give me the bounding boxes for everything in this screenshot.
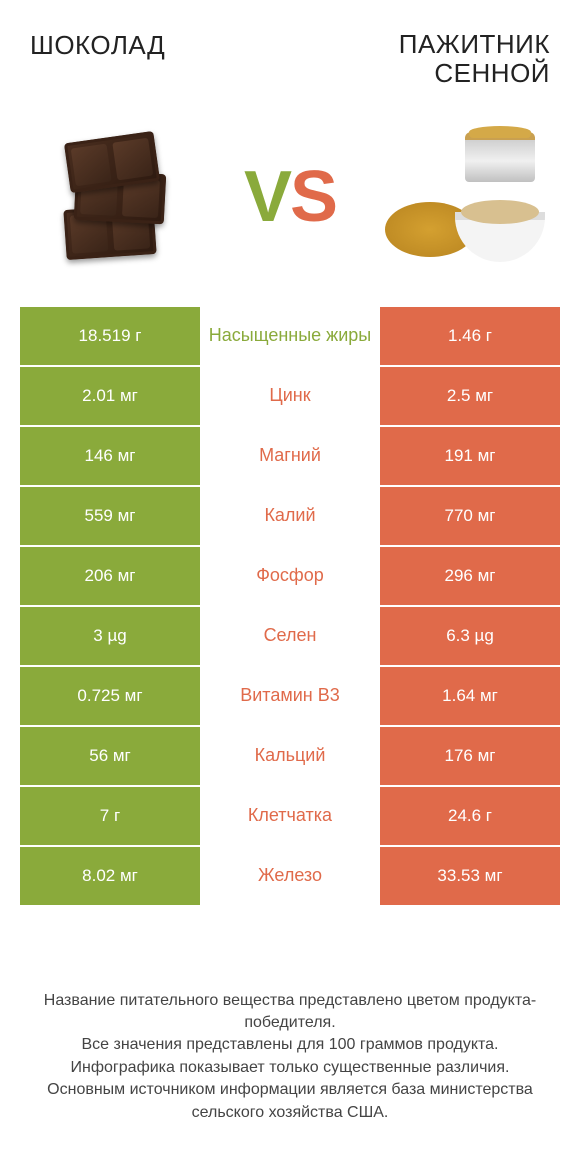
nutrient-label: Фосфор xyxy=(200,547,380,605)
value-left: 3 µg xyxy=(20,607,200,665)
footer-line-4: Основным источником информации является … xyxy=(20,1079,560,1124)
nutrient-label: Магний xyxy=(200,427,380,485)
vs-v: V xyxy=(244,156,290,238)
table-row: 2.01 мгЦинк2.5 мг xyxy=(20,367,560,425)
value-right: 191 мг xyxy=(380,427,560,485)
footer-line-2: Все значения представлены для 100 граммо… xyxy=(20,1034,560,1056)
table-row: 8.02 мгЖелезо33.53 мг xyxy=(20,847,560,905)
value-left: 56 мг xyxy=(20,727,200,785)
nutrient-label: Калий xyxy=(200,487,380,545)
images-row: VS xyxy=(20,107,560,287)
value-left: 146 мг xyxy=(20,427,200,485)
value-right: 2.5 мг xyxy=(380,367,560,425)
nutrient-label: Селен xyxy=(200,607,380,665)
nutrient-table: 18.519 гНасыщенные жиры1.46 г2.01 мгЦинк… xyxy=(20,307,560,905)
footer-notes: Название питательного вещества представл… xyxy=(20,990,560,1124)
chocolate-icon xyxy=(45,137,185,257)
nutrient-label: Железо xyxy=(200,847,380,905)
value-left: 8.02 мг xyxy=(20,847,200,905)
value-left: 2.01 мг xyxy=(20,367,200,425)
title-right-line2: сенной xyxy=(399,59,550,88)
vs-s: S xyxy=(290,156,336,238)
value-right: 770 мг xyxy=(380,487,560,545)
value-right: 6.3 µg xyxy=(380,607,560,665)
value-right: 24.6 г xyxy=(380,787,560,845)
nutrient-label: Кальций xyxy=(200,727,380,785)
table-row: 18.519 гНасыщенные жиры1.46 г xyxy=(20,307,560,365)
value-right: 296 мг xyxy=(380,547,560,605)
product-image-left xyxy=(30,112,200,282)
nutrient-label: Цинк xyxy=(200,367,380,425)
value-right: 33.53 мг xyxy=(380,847,560,905)
product-title-right: Пажитник сенной xyxy=(399,30,550,87)
table-row: 0.725 мгВитамин B31.64 мг xyxy=(20,667,560,725)
nutrient-label: Витамин B3 xyxy=(200,667,380,725)
value-right: 1.64 мг xyxy=(380,667,560,725)
table-row: 7 гКлетчатка24.6 г xyxy=(20,787,560,845)
nutrient-label: Клетчатка xyxy=(200,787,380,845)
nutrient-label: Насыщенные жиры xyxy=(200,307,380,365)
product-image-right xyxy=(380,112,550,282)
product-title-left: Шоколад xyxy=(30,30,165,61)
value-left: 206 мг xyxy=(20,547,200,605)
value-left: 559 мг xyxy=(20,487,200,545)
table-row: 206 мгФосфор296 мг xyxy=(20,547,560,605)
footer-line-1: Название питательного вещества представл… xyxy=(20,990,560,1035)
vs-label: VS xyxy=(244,156,336,238)
table-row: 3 µgСелен6.3 µg xyxy=(20,607,560,665)
table-row: 146 мгМагний191 мг xyxy=(20,427,560,485)
title-right-line1: Пажитник xyxy=(399,30,550,59)
value-left: 18.519 г xyxy=(20,307,200,365)
value-left: 7 г xyxy=(20,787,200,845)
value-right: 1.46 г xyxy=(380,307,560,365)
value-left: 0.725 мг xyxy=(20,667,200,725)
fenugreek-icon xyxy=(385,132,545,262)
value-right: 176 мг xyxy=(380,727,560,785)
table-row: 56 мгКальций176 мг xyxy=(20,727,560,785)
header: Шоколад Пажитник сенной xyxy=(20,30,560,87)
footer-line-3: Инфографика показывает только существенн… xyxy=(20,1057,560,1079)
table-row: 559 мгКалий770 мг xyxy=(20,487,560,545)
